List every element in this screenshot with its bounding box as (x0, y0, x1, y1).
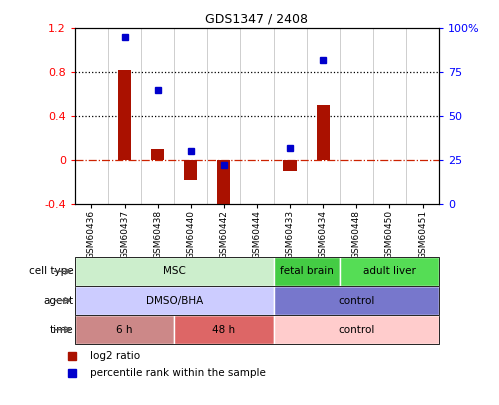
Bar (174, 315, 273, 344)
Bar (75, 315, 174, 344)
Text: adult liver: adult liver (363, 266, 416, 276)
Bar (75, 257, 273, 286)
Bar (217, 160, 231, 210)
Bar (273, 257, 340, 286)
Bar (151, 149, 164, 160)
Bar (273, 315, 439, 344)
Text: time: time (49, 325, 73, 335)
Bar (340, 257, 439, 286)
Bar (316, 105, 330, 160)
Text: agent: agent (43, 296, 73, 305)
Text: cell type: cell type (28, 266, 73, 276)
Bar (75, 286, 273, 315)
Text: control: control (338, 325, 375, 335)
Text: fetal brain: fetal brain (280, 266, 334, 276)
Text: DMSO/BHA: DMSO/BHA (146, 296, 203, 305)
Text: log2 ratio: log2 ratio (90, 351, 141, 360)
Bar (283, 160, 297, 171)
Text: 48 h: 48 h (212, 325, 236, 335)
Text: 6 h: 6 h (116, 325, 133, 335)
Bar (184, 160, 198, 180)
Title: GDS1347 / 2408: GDS1347 / 2408 (206, 13, 308, 26)
Bar (118, 70, 131, 160)
Text: percentile rank within the sample: percentile rank within the sample (90, 369, 266, 378)
Text: MSC: MSC (163, 266, 186, 276)
Text: control: control (338, 296, 375, 305)
Bar (273, 286, 439, 315)
